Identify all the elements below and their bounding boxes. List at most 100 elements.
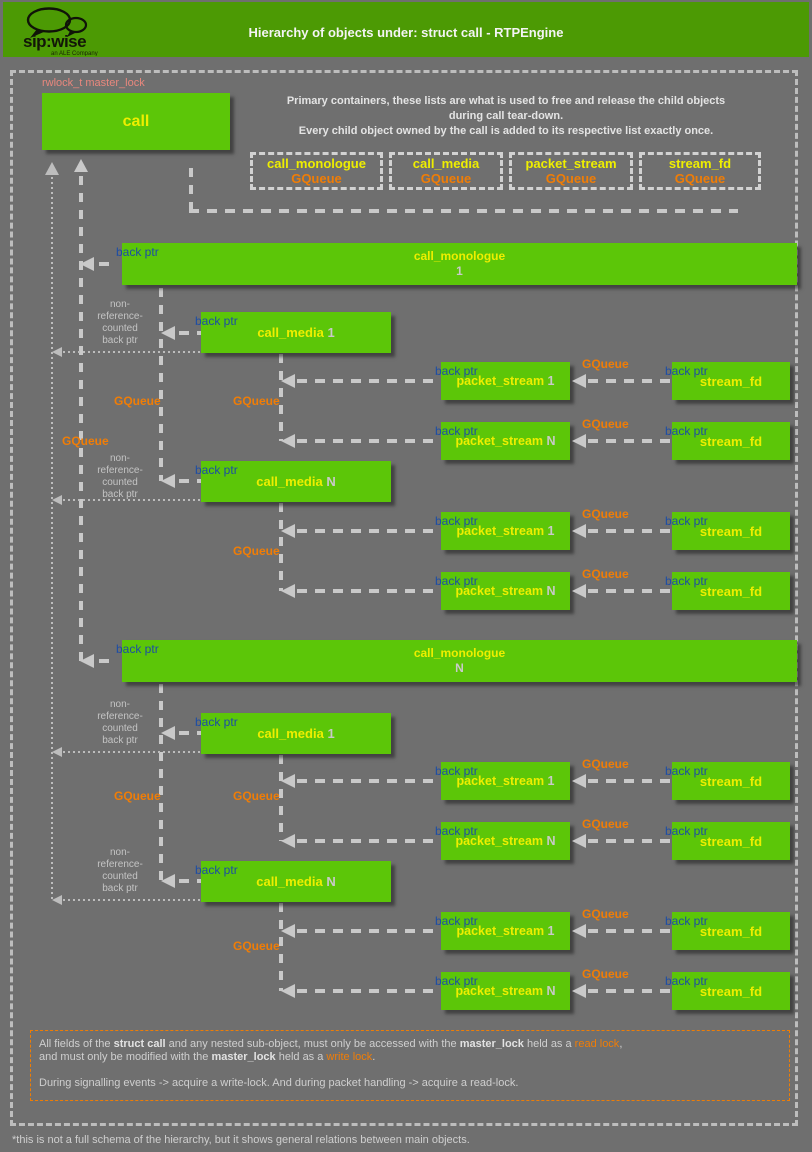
stream-fd-name: stream_fd [699,833,763,849]
non-ref-arrow-line [63,899,201,901]
stream-fd-name: stream_fd [699,983,763,999]
packet-stream-box: packet_stream N [441,422,570,460]
gqueue-label: GQueue [582,507,629,521]
speech-bubble-tail-icon [30,29,46,38]
gqueue-label: GQueue [62,434,109,448]
gqueue-label: GQueue [582,907,629,921]
packet-stream-name: packet_stream [456,524,545,538]
call-monologue-bar: call_monologue N [122,640,797,682]
packet-stream-index: 1 [547,374,555,388]
back-ptr-arrowhead [161,474,175,488]
media-gqueue-spine [159,288,163,481]
back-ptr-arrowhead [572,374,586,388]
packet-stream-name: packet_stream [456,924,545,938]
gqueue-label: GQueue [582,817,629,831]
stream-fd-name: stream_fd [699,923,763,939]
non-ref-label: non- reference- counted back ptr [97,699,143,746]
primary-note-line: Primary containers, these lists are what… [286,95,726,107]
queue-box-type: GQueue [420,171,472,186]
back-ptr-label: back ptr [435,914,478,928]
gqueue-arrow-line [297,779,441,783]
back-ptr-label: back ptr [665,974,708,988]
queue-box-type: GQueue [674,171,726,186]
master-lock-label: rwlock_t master_lock [42,77,145,89]
gqueue-arrow-line [297,929,441,933]
back-ptr-arrow-line [179,331,201,335]
stream-fd-name: stream_fd [699,433,763,449]
gqueue-label: GQueue [582,757,629,771]
gqueue-label: GQueue [233,939,280,953]
back-ptr-label: back ptr [195,314,238,328]
back-ptr-label: back ptr [435,364,478,378]
logo-brand-text: sip:wise [23,32,86,51]
packet-stream-name: packet_stream [455,584,544,598]
stream-fd-box: stream_fd [672,362,790,400]
back-ptr-arrowhead [80,257,94,271]
back-ptr-label: back ptr [116,642,159,656]
queue-bracket-line [189,209,738,213]
back-ptr-arrowhead [572,924,586,938]
packet-stream-index: N [546,434,556,448]
gqueue-arrowhead [281,984,295,998]
back-ptr-arrow-line [588,589,672,593]
media-index: 1 [327,325,335,340]
queue-box-call-media: call_media GQueue [389,152,503,190]
stream-fd-box: stream_fd [672,822,790,860]
non-ref-arrow-line [63,499,201,501]
gqueue-arrow-line [297,839,441,843]
media-index: 1 [327,726,335,741]
back-ptr-arrow-line [588,379,672,383]
back-ptr-label: back ptr [665,574,708,588]
back-ptr-arrowhead [80,654,94,668]
non-ref-back-ptr-spine [51,177,53,900]
packet-stream-box: packet_stream 1 [441,912,570,950]
stream-gqueue-spine [279,503,283,591]
diagram-container [10,70,798,1126]
back-ptr-label: back ptr [435,424,478,438]
media-index: N [326,874,336,889]
gqueue-label: GQueue [582,357,629,371]
non-ref-arrow-line [63,351,201,353]
gqueue-label: GQueue [233,394,280,408]
stream-fd-name: stream_fd [699,523,763,539]
non-ref-label: non- reference- counted back ptr [97,299,143,346]
non-ref-label: non- reference- counted back ptr [97,847,143,894]
back-ptr-arrowhead [572,774,586,788]
logo-tagline-text: an ALE Company [51,51,98,56]
stream-fd-box: stream_fd [672,512,790,550]
gqueue-arrowhead [281,774,295,788]
queue-box-type: GQueue [545,171,597,186]
gqueue-arrowhead [281,374,295,388]
monologue-gqueue-spine [79,176,83,665]
up-arrow-icon [74,159,88,172]
gqueue-label: GQueue [233,544,280,558]
gqueue-label: GQueue [582,967,629,981]
primary-note-line: during call tear-down. [448,110,564,122]
stream-fd-box: stream_fd [672,972,790,1010]
up-arrow-icon [45,162,59,175]
stream-fd-name: stream_fd [699,373,763,389]
non-ref-arrowhead [52,747,62,757]
non-ref-arrowhead [52,895,62,905]
non-ref-arrowhead [52,495,62,505]
back-ptr-arrowhead [161,326,175,340]
footer-note: *this is not a full schema of the hierar… [12,1134,470,1146]
back-ptr-arrowhead [572,524,586,538]
back-ptr-arrow-line [99,262,117,266]
gqueue-arrow-line [297,989,441,993]
back-ptr-arrowhead [572,584,586,598]
primary-note: Primary containers, these lists are what… [262,94,750,139]
sipwise-logo: sip:wise an ALE Company [23,7,98,56]
back-ptr-label: back ptr [116,245,159,259]
queue-box-call-monologue: call_monologue GQueue [250,152,383,190]
stream-gqueue-spine [279,903,283,991]
back-ptr-arrow-line [179,479,201,483]
queue-box-type: GQueue [291,171,342,186]
gqueue-arrow-line [297,379,441,383]
back-ptr-label: back ptr [435,514,478,528]
call-box: call [42,93,230,150]
back-ptr-arrow-line [588,439,672,443]
page-title: Hierarchy of objects under: struct call … [248,25,564,40]
gqueue-arrowhead [281,524,295,538]
locking-notes-box: All fields of the struct call and any ne… [30,1030,790,1101]
